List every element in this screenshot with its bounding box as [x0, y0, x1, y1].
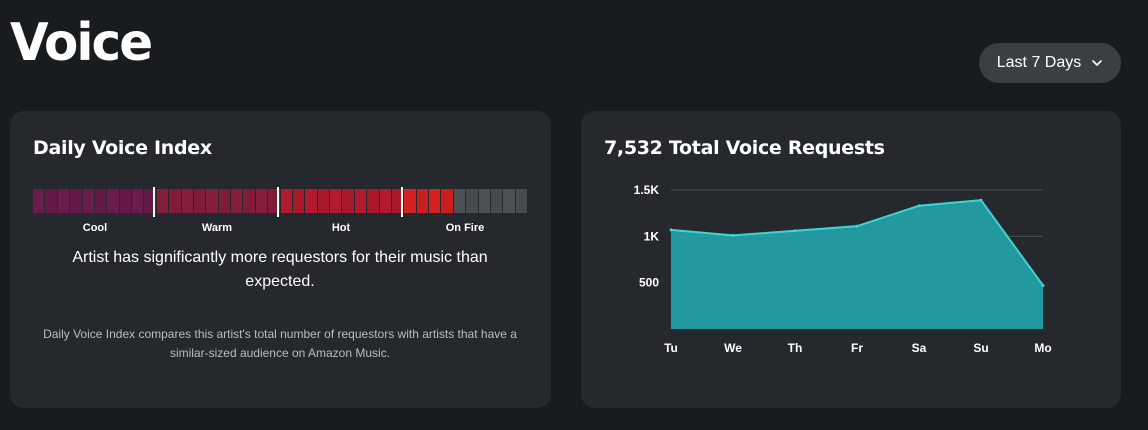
scale-segment [429, 189, 441, 213]
data-point [855, 224, 859, 228]
scale-segment [218, 189, 230, 213]
date-range-dropdown[interactable]: Last 7 Days [979, 43, 1121, 83]
scale-segment [255, 189, 268, 213]
scale-segment [119, 189, 131, 213]
x-tick-label: Su [973, 341, 988, 355]
scale-label-hot: Hot [331, 222, 351, 234]
voice-index-note: Daily Voice Index compares this artist's… [43, 327, 517, 360]
date-range-label: Last 7 Days [996, 54, 1082, 71]
y-tick-label: 1.5K [634, 183, 660, 197]
scale-segment [280, 189, 292, 213]
scale-segment [404, 189, 416, 213]
scale-label-on-fire: On Fire [445, 222, 485, 234]
scale-segment [268, 189, 280, 213]
requests-area [671, 200, 1043, 329]
total-voice-requests-card: 7,532 Total Voice Requests 500 1K 1.5K Tu We… [581, 111, 1121, 408]
scale-segment [132, 189, 144, 213]
scale-segment [57, 189, 70, 213]
chevron-down-icon [1092, 60, 1103, 66]
voice-index-description: Artist has significantly more requestors… [72, 249, 488, 290]
scale-segment [292, 189, 305, 213]
scale-segment [416, 189, 428, 213]
scale-segment [330, 189, 342, 213]
voice-index-scale [33, 189, 527, 213]
scale-segment [94, 189, 107, 213]
scale-segment [82, 189, 94, 213]
scale-segment [169, 189, 181, 213]
scale-segment [317, 189, 329, 213]
scale-segment [193, 189, 206, 213]
y-tick-label: 1K [644, 229, 660, 243]
scale-segment [107, 189, 119, 213]
data-point [793, 229, 797, 233]
scale-segment [503, 189, 515, 213]
scale-segment [441, 189, 453, 213]
scale-segment [45, 189, 57, 213]
data-point [917, 204, 921, 208]
scale-segment [70, 189, 82, 213]
voice-requests-chart: 500 1K 1.5K Tu We Th Fr Sa Su Mo [634, 183, 1052, 355]
scale-segment [367, 189, 379, 213]
data-point [669, 228, 673, 232]
total-requests-title: 7,532 Total Voice Requests [604, 137, 885, 159]
scale-segment [144, 189, 156, 213]
scale-label-warm: Warm [201, 222, 233, 234]
scale-segment [181, 189, 193, 213]
scale-segment [379, 189, 391, 213]
x-tick-label: Mo [1034, 341, 1051, 355]
data-point [1041, 283, 1045, 287]
voice-index-title: Daily Voice Index [33, 137, 212, 159]
scale-segment [156, 189, 169, 213]
scale-segment [231, 189, 243, 213]
scale-divider [153, 187, 155, 217]
daily-voice-index-card: Daily Voice Index Cool Warm Hot On Fire … [10, 111, 551, 408]
data-point [979, 198, 983, 202]
scale-segment [354, 189, 367, 213]
scale-label-cool: Cool [82, 222, 108, 234]
page-title: Voice [10, 13, 153, 73]
scale-segment [453, 189, 466, 213]
scale-segment [243, 189, 255, 213]
scale-segment [515, 189, 527, 213]
x-tick-label: Sa [912, 341, 927, 355]
x-tick-label: Tu [664, 341, 678, 355]
data-point [731, 233, 735, 237]
scale-segment [342, 189, 354, 213]
scale-segment [490, 189, 503, 213]
y-tick-label: 500 [639, 276, 659, 290]
scale-divider [277, 187, 279, 217]
scale-segment [391, 189, 404, 213]
scale-segment [206, 189, 218, 213]
x-tick-label: We [724, 341, 742, 355]
scale-segment [478, 189, 490, 213]
scale-segment [466, 189, 478, 213]
scale-segment [33, 189, 45, 213]
scale-divider [401, 187, 403, 217]
x-tick-label: Th [788, 341, 803, 355]
x-tick-label: Fr [851, 341, 863, 355]
scale-segment [305, 189, 317, 213]
